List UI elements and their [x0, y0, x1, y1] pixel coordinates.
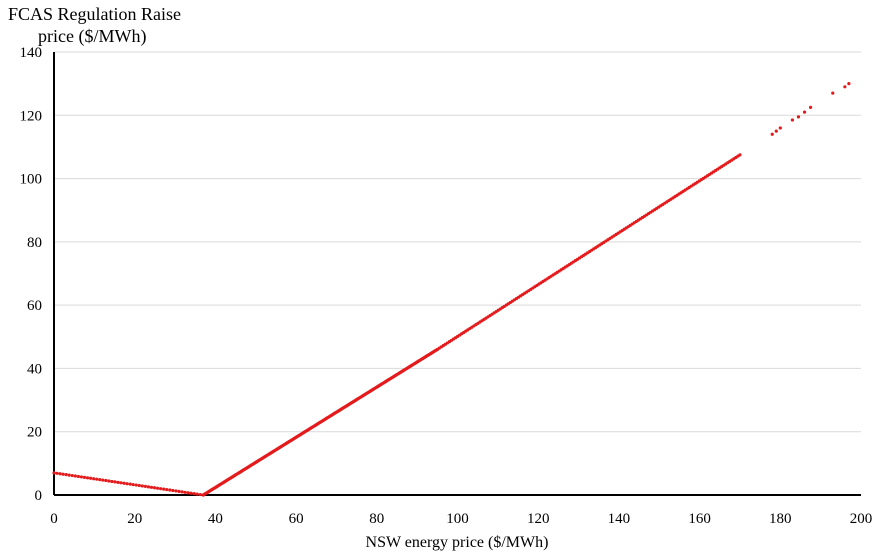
y-tick-label: 20 [27, 425, 42, 441]
data-point [165, 487, 169, 492]
data-point [116, 480, 120, 484]
data-point [189, 491, 193, 495]
data-point [88, 476, 93, 480]
y-tick-labels: 0 20 40 60 80 100 120 140 [20, 45, 43, 504]
x-tick-label: 60 [289, 511, 304, 527]
data-point [802, 110, 807, 114]
data-point [168, 488, 172, 492]
y-axis-label-line1: FCAS Regulation Raise [8, 4, 181, 24]
data-point [64, 473, 68, 477]
data-point [119, 481, 123, 485]
data-point [52, 471, 56, 475]
data-point [159, 487, 163, 491]
x-axis-label: NSW energy price ($/MWh) [366, 534, 549, 551]
data-point [58, 472, 62, 476]
data-point [79, 475, 84, 479]
data-point [122, 481, 126, 485]
data-point [134, 483, 138, 487]
y-axis-label-line2: price ($/MWh) [38, 26, 146, 47]
data-point [128, 482, 132, 486]
x-tick-label: 40 [208, 511, 223, 527]
data-point [790, 118, 795, 122]
x-tick-label: 20 [127, 511, 142, 527]
data-point [847, 82, 851, 86]
data-point [146, 485, 151, 489]
x-tick-label: 140 [608, 511, 631, 527]
data-point [107, 479, 111, 483]
data-point [70, 473, 74, 478]
x-tick-labels: 0 20 40 60 80 100 120 140 160 180 200 [50, 511, 872, 527]
data-point [155, 486, 160, 490]
data-point [162, 487, 166, 491]
data-point [195, 492, 199, 496]
data-point [186, 491, 190, 495]
data-point [149, 485, 154, 489]
data-point [198, 492, 202, 497]
data-point [131, 483, 135, 487]
data-point [143, 484, 148, 489]
data-point [110, 479, 114, 484]
data-point [98, 478, 102, 482]
x-tick-label: 180 [769, 511, 792, 527]
data-point [73, 474, 77, 478]
data-point [125, 482, 129, 486]
data-point [61, 472, 65, 476]
data-point [183, 490, 187, 494]
data-point [82, 475, 87, 479]
data-points [52, 82, 851, 497]
gridlines [54, 51, 861, 433]
data-point [67, 473, 71, 477]
axes [53, 52, 861, 496]
y-tick-label: 120 [20, 108, 43, 124]
data-point [831, 91, 835, 95]
data-point [76, 474, 80, 479]
y-tick-label: 100 [20, 172, 43, 188]
x-tick-label: 100 [446, 511, 469, 527]
x-tick-label: 120 [527, 511, 550, 527]
x-tick-label: 0 [50, 511, 58, 527]
data-point [770, 132, 774, 136]
data-point [171, 488, 175, 493]
x-tick-label: 80 [369, 511, 384, 527]
data-point [808, 105, 813, 109]
data-point [95, 477, 99, 481]
data-point [180, 490, 184, 494]
data-point [796, 115, 801, 119]
data-point [104, 478, 108, 483]
data-point [152, 486, 157, 490]
data-point [192, 492, 196, 496]
y-tick-label: 60 [27, 298, 42, 314]
data-point [177, 489, 181, 493]
data-point [55, 471, 59, 475]
data-point [85, 476, 90, 480]
data-point [101, 478, 105, 482]
data-point [774, 129, 778, 133]
data-point [113, 480, 117, 484]
y-tick-label: 140 [20, 45, 43, 61]
data-point [738, 153, 742, 157]
data-point [137, 483, 141, 488]
y-tick-label: 40 [27, 361, 42, 377]
data-point [140, 484, 144, 488]
data-point [843, 85, 847, 89]
data-point [92, 477, 96, 481]
data-point [778, 126, 782, 130]
data-point [174, 489, 178, 493]
y-tick-label: 0 [35, 488, 43, 504]
y-tick-label: 80 [27, 235, 42, 251]
x-tick-label: 160 [688, 511, 711, 527]
x-tick-label: 200 [850, 511, 873, 527]
